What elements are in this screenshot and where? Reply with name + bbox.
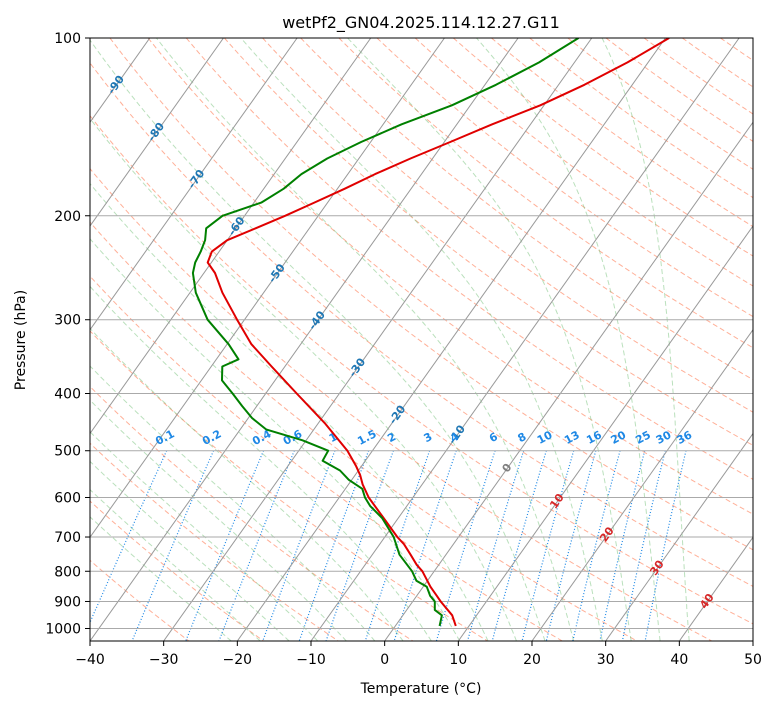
mixing-ratio-line xyxy=(325,450,394,641)
mixing-ratio-line xyxy=(364,450,431,641)
dry-adiabat-line xyxy=(90,221,638,641)
moist-adiabat-line xyxy=(476,38,661,641)
mixing-ratio-line xyxy=(393,450,457,641)
mixing-ratio-label: 10 xyxy=(535,428,555,447)
y-tick-label: 100 xyxy=(54,31,81,47)
x-tick-label: −40 xyxy=(75,652,105,668)
dry-adiabat-line xyxy=(567,38,753,170)
y-tick-label: 1000 xyxy=(45,621,81,637)
isotherm-line xyxy=(90,38,519,641)
x-tick-label: 50 xyxy=(744,652,762,668)
dry-adiabats xyxy=(90,38,753,641)
isotherm-line xyxy=(384,121,753,641)
dry-adiabat-line xyxy=(147,38,753,515)
x-tick-label: 0 xyxy=(380,652,389,668)
isotherm-line xyxy=(457,225,753,641)
isotherm-line xyxy=(90,38,298,331)
moist-adiabat-line xyxy=(90,431,319,641)
dry-adiabat-line xyxy=(376,38,753,318)
isotherm-line xyxy=(90,38,445,539)
dry-adiabat-line xyxy=(185,38,753,480)
y-axis: 100 200 300 400 500 600 700 800 900 1000 xyxy=(45,31,90,637)
moist-adiabat-line xyxy=(601,38,690,641)
x-axis-label: Temperature (°C) xyxy=(360,681,482,697)
dry-adiabat-line xyxy=(90,330,488,641)
isotherm-line xyxy=(90,38,224,227)
mixing-ratio-label: 16 xyxy=(584,428,604,447)
mixing-ratio-line xyxy=(621,450,666,641)
mixing-ratio-label: 30 xyxy=(654,428,674,447)
moist-adiabat-line xyxy=(90,39,546,641)
x-tick-label: 20 xyxy=(523,652,541,668)
y-tick-label: 900 xyxy=(54,594,81,610)
mixing-ratio-line xyxy=(185,450,265,641)
dry-adiabat-line xyxy=(90,167,712,641)
x-tick-label: −10 xyxy=(296,652,326,668)
dry-adiabat-line xyxy=(90,385,414,641)
moist-adiabat-line xyxy=(90,327,404,641)
isotherm-line xyxy=(236,38,666,641)
dry-adiabat-line xyxy=(300,38,753,381)
mixing-ratio-label: 25 xyxy=(633,428,653,447)
x-tick-label: −30 xyxy=(149,652,179,668)
plot-frame xyxy=(89,37,754,642)
moist-adiabat-line xyxy=(90,399,347,641)
y-tick-label: 600 xyxy=(54,490,81,506)
dry-adiabat-line xyxy=(414,38,753,287)
x-tick-label: −20 xyxy=(223,652,253,668)
y-axis-label: Pressure (hPa) xyxy=(13,290,29,390)
mixing-ratio-line xyxy=(262,450,336,641)
isotherm-line xyxy=(90,38,372,435)
isotherm-line xyxy=(163,38,593,641)
isotherm-line xyxy=(310,38,740,641)
y-tick-label: 700 xyxy=(54,530,81,546)
y-tick-label: 400 xyxy=(54,387,81,403)
moist-adiabat-line xyxy=(347,38,632,641)
temperature-profile-line xyxy=(206,38,670,627)
x-tick-label: 30 xyxy=(597,652,615,668)
y-tick-label: 800 xyxy=(54,564,81,580)
moist-adiabat-line xyxy=(240,38,603,641)
mixing-ratio-label: 36 xyxy=(675,428,695,447)
dry-adiabat-line xyxy=(452,38,753,257)
dry-adiabat-line xyxy=(90,62,753,587)
mixing-ratio-line xyxy=(466,450,525,641)
mixing-ratio-label: 13 xyxy=(562,428,582,447)
x-axis: −40 −30 −20 −10 0 10 20 30 40 50 xyxy=(75,641,762,668)
mixing-ratio-line xyxy=(90,450,168,624)
isotherm-line xyxy=(605,432,753,641)
isotherm-grid xyxy=(90,38,753,641)
dry-adiabat-line xyxy=(491,38,753,228)
moist-adiabat-line xyxy=(90,460,290,641)
moist-adiabat-line xyxy=(156,38,575,641)
moist-adiabat-line xyxy=(90,489,261,641)
y-tick-label: 500 xyxy=(54,444,81,460)
mixing-ratio-line xyxy=(599,450,646,641)
chart-title: wetPf2_GN04.2025.114.12.27.G11 xyxy=(282,13,560,33)
dry-adiabat-line xyxy=(109,38,753,551)
x-tick-label: 10 xyxy=(449,652,467,668)
isotherm-line xyxy=(531,328,753,641)
y-tick-label: 300 xyxy=(54,313,81,329)
dry-adiabat-line xyxy=(90,114,753,625)
x-tick-label: 40 xyxy=(670,652,688,668)
isotherm-line xyxy=(678,536,753,641)
sounding-series xyxy=(191,38,670,627)
moist-adiabat-line xyxy=(90,117,517,641)
mixing-ratio-line xyxy=(435,450,496,641)
dry-adiabat-line xyxy=(224,38,753,446)
dewpoint-profile-line xyxy=(191,38,580,627)
pressure-grid xyxy=(90,38,753,629)
mixing-ratio-line xyxy=(298,450,370,641)
mixing-ratio-label: 20 xyxy=(609,428,629,447)
moist-adiabat-line xyxy=(90,285,432,641)
y-tick-label: 200 xyxy=(54,209,81,225)
moist-adiabat-line xyxy=(90,182,489,641)
moist-adiabat-line xyxy=(90,516,232,641)
moist-adiabat-line xyxy=(90,365,376,641)
plot-area: -100-90-80-70-60-50-40-30-20-10010203040… xyxy=(90,38,753,641)
